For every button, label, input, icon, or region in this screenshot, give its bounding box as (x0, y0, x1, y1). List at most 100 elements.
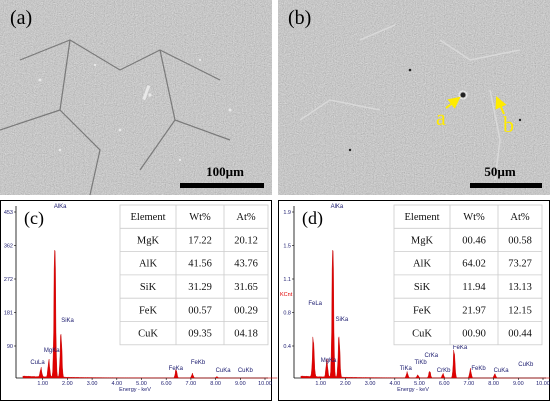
peak-label: TiKb (415, 360, 428, 366)
peak-label: CuKa (494, 368, 510, 374)
table-cell: 00.46 (462, 235, 486, 246)
y-tick-label: 0.4 (283, 344, 291, 350)
table-cell: 00.29 (234, 305, 258, 316)
table-cell: 09.35 (188, 329, 212, 340)
x-tick-label: 9.00 (235, 381, 246, 387)
x-tick-label: 4.00 (111, 381, 122, 387)
scale-bar-label: 100µm (206, 164, 244, 179)
x-tick-label: 5.00 (136, 381, 147, 387)
table-cell: 43.76 (234, 259, 258, 270)
y-axis-label: KCnt (280, 292, 293, 298)
x-tick-label: 7.00 (464, 381, 475, 387)
table-cell: 64.02 (462, 259, 486, 270)
x-tick-label: 7.00 (186, 381, 197, 387)
x-tick-label: 10.00 (258, 381, 272, 387)
spectra: 453 362 272 181 90 1.00 2.00 3.00 4.00 5.00 6.00 7.… (4, 204, 550, 393)
peak-label: FeLa (308, 301, 322, 307)
table-cell: SiK (414, 282, 431, 293)
x-tick-label: 2.00 (340, 381, 351, 387)
y-tick-label: 1.9 (283, 210, 291, 216)
table-cell: 21.97 (462, 305, 486, 316)
table-cell: 17.22 (188, 235, 212, 246)
table-cell: 00.90 (462, 329, 486, 340)
spectrum (300, 249, 550, 379)
sem-image-b: (b) a b 50µm (278, 0, 550, 195)
x-tick-label: 2.00 (62, 381, 73, 387)
peak-label: AlKa (54, 204, 67, 210)
peak-label: FeKa (169, 366, 184, 372)
x-tick-label: 4.00 (389, 381, 400, 387)
table-header: Wt% (463, 212, 485, 223)
x-tick-label: 8.00 (488, 381, 499, 387)
table-cell: 12.15 (508, 305, 532, 316)
x-tick-label: 1.00 (37, 381, 48, 387)
y-tick-label: 181 (4, 311, 13, 317)
peak-label: CuKb (238, 368, 254, 374)
annotation: b (503, 112, 514, 137)
x-axis-label: Energy - keV (119, 387, 151, 393)
peak-label: SiKa (336, 317, 349, 323)
scale-bar-label: 50µm (484, 164, 515, 179)
panel-label: (d) (302, 208, 323, 229)
spectrum (22, 249, 278, 379)
x-tick-label: 9.00 (513, 381, 524, 387)
sem-image-a: (a) 100µm (0, 0, 272, 196)
peak-label: CrKa (424, 353, 438, 359)
panel-label: (a) (10, 7, 32, 29)
peak-label: FeKa (453, 345, 468, 351)
table-cell: 13.13 (508, 282, 532, 293)
x-tick-label: 5.00 (414, 381, 425, 387)
table-header: At% (510, 212, 530, 223)
table-cell: 31.65 (234, 282, 258, 293)
y-tick-label: 272 (4, 277, 13, 283)
x-tick-label: 6.00 (161, 381, 172, 387)
x-axis-label: Energy - keV (397, 387, 429, 393)
peak-label: AlKa (331, 204, 344, 210)
x-tick-label: 3.00 (87, 381, 98, 387)
x-tick-label: 6.00 (439, 381, 450, 387)
y-tick-label: 362 (4, 244, 13, 250)
table-cell: FeK (139, 305, 158, 316)
table-cell: CuK (412, 329, 432, 340)
table-cell: 00.57 (188, 305, 212, 316)
table-cell: 04.18 (234, 329, 258, 340)
table-header: Element (131, 212, 166, 223)
peak-label: FeKb (471, 366, 486, 372)
table-header: At% (236, 212, 256, 223)
table-cell: 41.56 (188, 259, 212, 270)
table-cell: 11.94 (462, 282, 486, 293)
peak-label: FeKb (191, 360, 206, 366)
table-cell: 31.29 (188, 282, 212, 293)
panel-label: (c) (24, 208, 44, 229)
peak-label: TiKa (400, 366, 413, 372)
y-tick-label: 0.8 (283, 311, 291, 317)
x-tick-label: 1.00 (315, 381, 326, 387)
table-header: Wt% (189, 212, 211, 223)
table-cell: SiK (140, 282, 157, 293)
panel-label: (b) (288, 7, 311, 29)
table-cell: AlK (413, 259, 432, 270)
scale-bar (180, 183, 264, 188)
x-tick-label: 8.00 (210, 381, 221, 387)
peak-label: CrKb (437, 368, 451, 374)
annotation: a (436, 105, 446, 130)
peak-label: CuKa (216, 368, 232, 374)
table-cell: MgK (411, 235, 434, 246)
peak-label: CuLa (30, 360, 45, 366)
peak-label: MgKa (44, 348, 60, 354)
y-tick-label: 1.1 (283, 277, 291, 283)
table-cell: 73.27 (508, 259, 532, 270)
table-header: Element (405, 212, 440, 223)
table-cell: AlK (139, 259, 158, 270)
scale-bar (470, 183, 542, 188)
x-tick-label: 3.00 (365, 381, 376, 387)
peak-label: SiKa (61, 318, 74, 324)
table-cell: 20.12 (234, 235, 258, 246)
table-cell: FeK (413, 305, 432, 316)
table-cell: CuK (138, 329, 158, 340)
table-cell: MgK (137, 235, 160, 246)
y-tick-label: 1.5 (283, 244, 291, 250)
peak-label: CuKb (518, 362, 534, 368)
table-cell: 00.44 (508, 329, 532, 340)
